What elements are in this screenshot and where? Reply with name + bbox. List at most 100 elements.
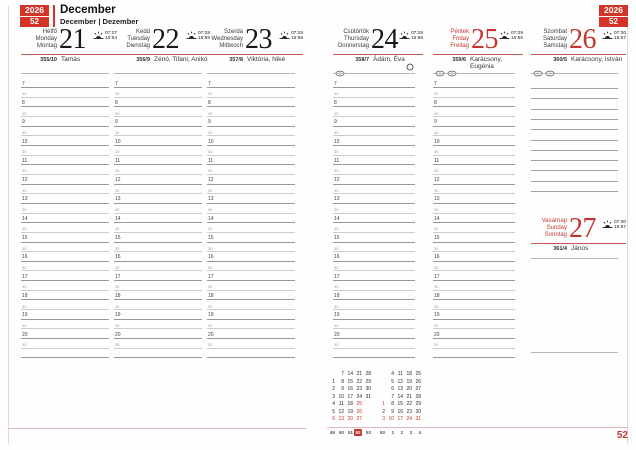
week-number-cell: 1 [391,430,394,435]
mini-cal-date: 1 [332,378,335,385]
hour-label: 20 [115,331,121,338]
hour-line: 15 [114,233,202,243]
day-number: 23 [245,24,273,55]
mini-calendar: 7 14 21 28 1 8 15 22 29 2 9 16 23 30 3 10 17 24 31 4 11 18 25 5… [327,371,423,425]
half-hour-line: 30 [114,262,202,272]
mini-cal-date: 6 [332,416,335,422]
hour-label: 7 [22,80,25,87]
half-hour-label: 30 [434,226,439,232]
mini-cal-date: 17 [397,416,403,422]
hour-line: 7 [433,79,515,89]
namedays: Karácsony, Eugénia [470,56,503,70]
hour-line: 16 [433,252,515,262]
hour-line: 18 [333,291,415,301]
day-name-label: Thursday [343,35,369,42]
hour-line: 13 [433,194,515,204]
day-header-row: Szerda Wednesday Mittwoch 23 07:29 15:55 [207,24,303,55]
day-header-row: Kedd Tuesday Dienstag 22 07:28 15:55 [114,25,210,55]
hour-label: 15 [22,235,28,242]
sunrise-sunset-times: 07:30 15:57 [613,31,626,42]
hour-line: 9 [433,117,515,127]
half-hour-label: 30 [115,187,120,193]
mini-cal-date: 13 [397,386,403,392]
month-subtitle: December | Dezember [60,17,139,26]
half-hour-line: 30 [21,320,109,330]
hour-line: 19 [21,310,109,320]
year-week-badge-left: 2026 52 [20,5,49,27]
hour-label: 11 [22,157,28,164]
half-hour-line: 30 [114,165,202,175]
mini-cal-date: 4 [391,371,394,377]
day-name-label: Freitag [450,42,469,49]
half-hour-line: 30 [207,281,295,291]
half-hour-line: 30 [333,281,415,291]
mini-cal-date: 15 [397,401,403,407]
half-hour-line: 30 [21,127,109,137]
hour-label: 20 [208,331,214,338]
half-hour-label: 30 [208,168,213,174]
saturday-note-line [531,149,618,151]
mini-cal-date: 7 [341,371,344,377]
sunrise-sunset-block: 07:29 15:56 [399,31,423,42]
hour-line: 10 [333,136,415,147]
day-header-row: Szombat Saturday Samstag 26 07:30 15:57 [531,25,626,55]
hour-label: 7 [208,80,211,87]
day-number: 21 [59,24,87,55]
mini-cal-date: 3 [382,416,385,422]
hour-label: 18 [208,292,214,299]
hour-label: 12 [434,177,440,184]
hour-label: 18 [334,292,340,299]
day-name-labels: Csütörtök Thursday Donnerstag [333,29,369,49]
hour-label: 19 [434,312,440,319]
half-hour-label: 30 [334,342,339,348]
day-name-label: Kedd [135,29,150,35]
hour-label: 12 [208,177,214,184]
hour-line: 10 [433,136,515,147]
half-hour-line: 30 [333,204,415,214]
sunday-note-line [531,258,618,259]
mini-cal-date: 29 [365,378,371,385]
half-hour-label: 30 [434,149,439,155]
mini-cal-date: 27 [415,386,421,392]
half-hour-label: 30 [434,303,439,309]
hour-label: 17 [208,273,214,280]
half-hour-label: 30 [115,264,120,270]
half-hour-label: 30 [115,91,120,97]
hour-line: 11 [114,156,202,166]
mini-cal-date: 23 [356,386,362,392]
hour-line: 17 [21,272,109,282]
hour-grid-wednesday: 7 30 8 30 9 30 10 30 11 30 12 30 13 30 14 30 15 30 16 30 17 3… [207,79,295,359]
half-hour-line: 30 [21,88,109,98]
day-header-wednesday: Szerda Wednesday Mittwoch 23 07:29 15:55 357/… [207,24,303,63]
half-hour-label: 30 [334,226,339,232]
half-hour-line: 30 [21,107,109,118]
half-hour-line: 30 [21,339,109,349]
half-hour-label: 30 [334,264,339,270]
half-hour-label: 30 [22,207,27,213]
hour-line: 15 [433,233,515,243]
hour-label: 11 [434,157,440,164]
mini-cal-date: 27 [356,416,362,422]
left-page-edge [8,6,9,444]
sunday-note-line [531,352,618,353]
saturday-note-line [531,88,618,89]
half-hour-label: 30 [208,149,213,155]
hour-line: 17 [333,272,415,282]
hour-label: 11 [334,157,340,164]
hour-label: 19 [334,312,340,319]
half-hour-label: 30 [208,91,213,97]
hour-line: 15 [207,233,295,243]
half-hour-line: 30 [433,127,515,137]
hour-label: 13 [115,196,121,203]
hour-line: 9 [114,117,202,127]
day-name-label: Mittwoch [219,42,243,49]
half-hour-line: 30 [21,300,109,311]
hour-line [21,349,109,359]
day-number: 24 [371,24,399,55]
half-hour-label: 30 [115,168,120,174]
mini-cal-date: 21 [356,371,362,377]
month-title: December [60,4,116,16]
saturday-note-line [531,118,618,120]
day-header-row: Vasárnap Sunday Sonntag 27 07:30 15:57 [531,214,626,244]
badge-week: 52 [609,17,618,26]
